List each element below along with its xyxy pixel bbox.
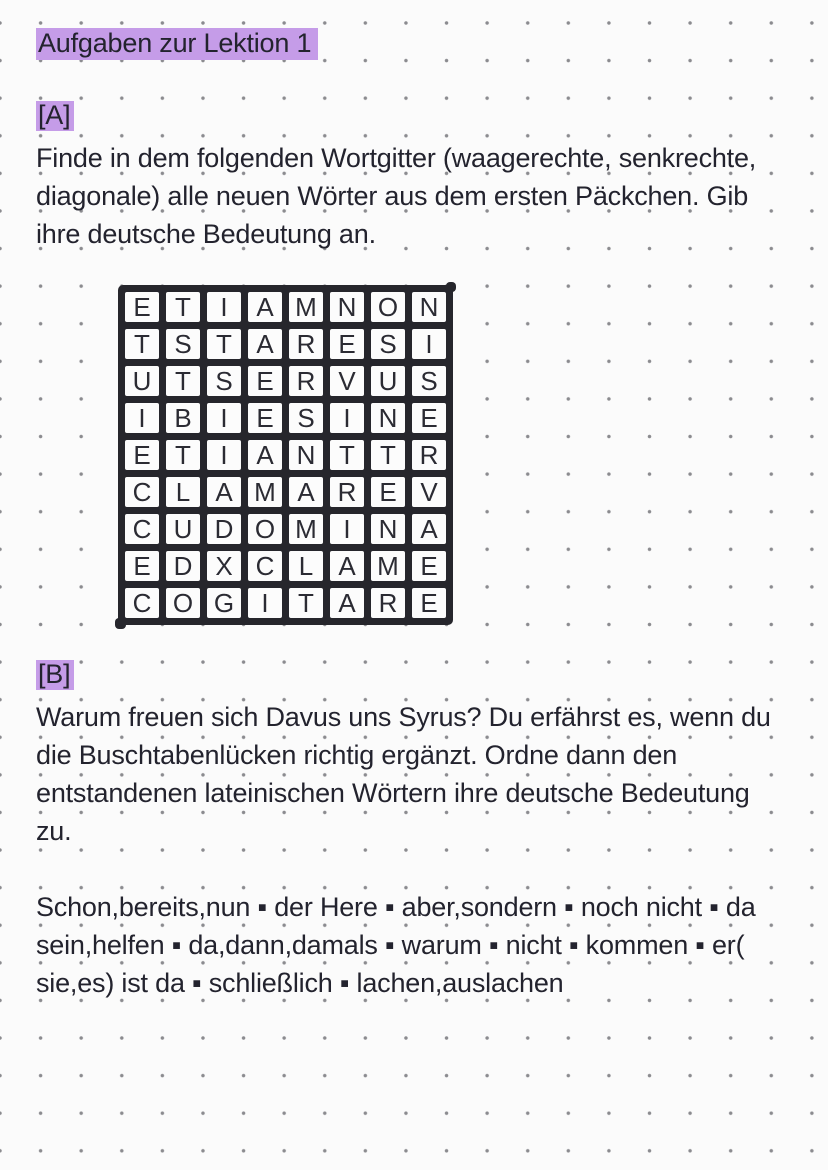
grid-cell: T [289, 588, 323, 618]
grid-cell: M [289, 292, 323, 322]
grid-cell: G [207, 588, 241, 618]
grid-cell: V [412, 477, 446, 507]
grid-cell: N [289, 440, 323, 470]
page-title-line: Aufgaben zur Lektion 1 [36, 28, 792, 60]
grid-cell: E [412, 551, 446, 581]
grid-cell: M [371, 551, 405, 581]
grid-cell: L [289, 551, 323, 581]
text-line: diagonale) alle neuen Wörter aus dem ers… [36, 181, 749, 211]
note-content: Aufgaben zur Lektion 1 [A] Finde in dem … [36, 28, 792, 1002]
text-line: ihre deutsche Bedeutung an. [36, 219, 376, 249]
grid-cell: C [248, 551, 282, 581]
grid-cell: E [371, 477, 405, 507]
grid-cell: R [289, 366, 323, 396]
section-a-label: [A] [36, 101, 75, 131]
grid-cell: O [248, 514, 282, 544]
text-line: Finde in dem folgenden Wortgitter (waage… [36, 143, 757, 173]
grid-cell: T [166, 292, 200, 322]
grid-cell: B [166, 403, 200, 433]
grid-cell: E [412, 403, 446, 433]
grid-cell: A [330, 588, 364, 618]
grid-cell: S [166, 329, 200, 359]
grid-cell: T [166, 440, 200, 470]
grid-cell: I [207, 440, 241, 470]
grid-cell: E [330, 329, 364, 359]
grid-cell: E [125, 440, 159, 470]
grid-cell: A [289, 477, 323, 507]
grid-cell: I [330, 403, 364, 433]
word-bank: Schon,bereits,nun ▪ der Here ▪ aber,sond… [36, 888, 792, 1002]
grid-cell: A [248, 440, 282, 470]
text-line: Warum freuen sich Davus uns Syrus? Du er… [36, 702, 771, 732]
grid-cell: U [371, 366, 405, 396]
grid-cell: C [125, 477, 159, 507]
grid-cell: M [248, 477, 282, 507]
grid-cell: T [125, 329, 159, 359]
text-line: sie,es) ist da ▪ schließlich ▪ lachen,au… [36, 968, 564, 998]
grid-cell: N [371, 403, 405, 433]
grid-cell: T [166, 366, 200, 396]
section-b-label-line: [B] [36, 659, 792, 690]
grid-cell: S [412, 366, 446, 396]
grid-cell: T [330, 440, 364, 470]
grid-cell: D [166, 551, 200, 581]
grid-cell: E [125, 551, 159, 581]
grid-cell: R [289, 329, 323, 359]
text-line: Schon,bereits,nun ▪ der Here ▪ aber,sond… [36, 892, 756, 922]
grid-cell: N [371, 514, 405, 544]
grid-cell: I [207, 403, 241, 433]
grid-cell: A [248, 292, 282, 322]
grid-cell: I [412, 329, 446, 359]
grid-cell: I [207, 292, 241, 322]
grid-cell: L [166, 477, 200, 507]
grid-cell: A [248, 329, 282, 359]
grid-cell: O [371, 292, 405, 322]
section-a-label-line: [A] [36, 100, 792, 131]
page-title: Aufgaben zur Lektion 1 [36, 28, 319, 60]
grid-cell: E [412, 588, 446, 618]
section-a-instructions: Finde in dem folgenden Wortgitter (waage… [36, 139, 792, 253]
section-b-label: [B] [36, 660, 75, 690]
grid-cell: X [207, 551, 241, 581]
grid-cell: E [248, 366, 282, 396]
grid-cell: D [207, 514, 241, 544]
grid-cell: C [125, 588, 159, 618]
grid-cell: O [166, 588, 200, 618]
grid-cell: E [125, 292, 159, 322]
grid-cell: E [248, 403, 282, 433]
grid-cell: A [412, 514, 446, 544]
text-line: sein,helfen ▪ da,dann,damals ▪ warum ▪ n… [36, 930, 745, 960]
grid-cell: C [125, 514, 159, 544]
grid-cell: M [289, 514, 323, 544]
grid-cell: S [207, 366, 241, 396]
text-line: entstandenen lateinischen Wörtern ihre d… [36, 778, 750, 808]
grid-cell: I [125, 403, 159, 433]
grid-cell: V [330, 366, 364, 396]
grid-cell: R [330, 477, 364, 507]
grid-cell: T [371, 440, 405, 470]
text-line: die Buschtabenlücken richtig ergänzt. Or… [36, 740, 678, 770]
grid-cell: A [207, 477, 241, 507]
grid-cell: I [248, 588, 282, 618]
grid-cell: N [330, 292, 364, 322]
grid-cell: N [412, 292, 446, 322]
text-line: zu. [36, 816, 72, 846]
grid-cell: R [412, 440, 446, 470]
section-b-instructions: Warum freuen sich Davus uns Syrus? Du er… [36, 698, 792, 850]
grid-cell: I [330, 514, 364, 544]
grid-cell: S [371, 329, 405, 359]
grid-cell: U [166, 514, 200, 544]
grid-cell: S [289, 403, 323, 433]
grid-cell: T [207, 329, 241, 359]
grid-cell: A [330, 551, 364, 581]
grid-cell: U [125, 366, 159, 396]
grid-cell: R [371, 588, 405, 618]
